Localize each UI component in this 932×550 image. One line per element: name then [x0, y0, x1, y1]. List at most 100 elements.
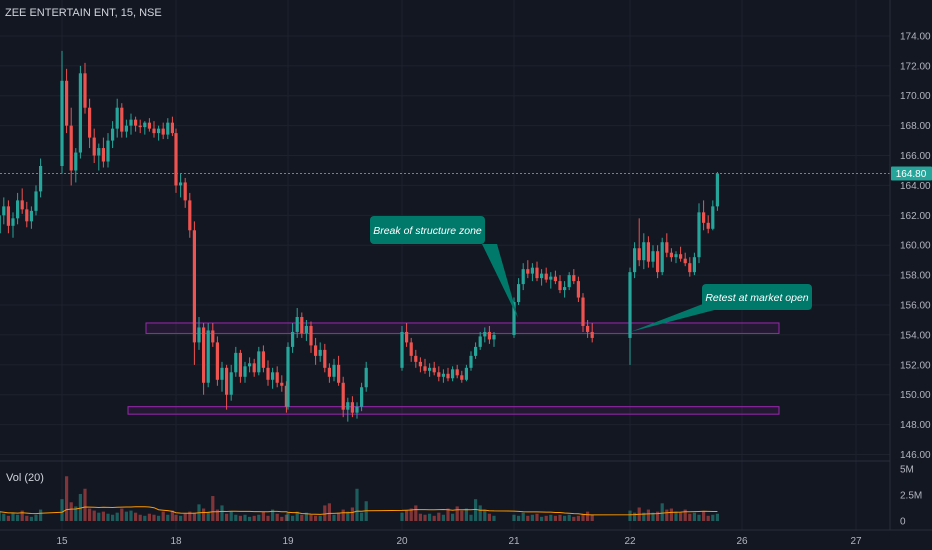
candle-down: [586, 325, 590, 332]
volume-bar: [257, 514, 261, 521]
candle-down: [581, 297, 585, 326]
volume-bar: [360, 512, 364, 521]
volume-bar: [327, 503, 331, 521]
volume-bar: [60, 499, 64, 521]
candle-down: [161, 128, 165, 135]
price-tick-label: 152.00: [900, 360, 931, 371]
candle-down: [25, 209, 29, 222]
volume-bar: [581, 513, 585, 521]
volume-bar: [34, 514, 38, 521]
candle-up: [512, 302, 516, 335]
candle-up: [697, 212, 701, 258]
volume-bar: [323, 505, 327, 521]
candle-up: [441, 373, 445, 377]
time-tick-label: 19: [282, 536, 294, 547]
volume-bar: [170, 510, 174, 521]
candle-down: [188, 200, 192, 231]
time-axis[interactable]: 15 18 19 20 21 22 26 27: [56, 536, 862, 547]
volume-bar: [688, 513, 692, 521]
candle-up: [34, 191, 38, 211]
price-tick-label: 164.00: [900, 181, 931, 192]
volume-bar: [111, 514, 115, 521]
candle-down: [669, 252, 673, 258]
volume-bar: [492, 515, 496, 521]
callout-text: Break of structure zone: [373, 225, 482, 237]
volume-bar: [451, 513, 455, 521]
volume-bar: [409, 508, 413, 521]
volume-bar: [460, 510, 464, 521]
candle-up: [628, 272, 632, 338]
candle-up: [271, 372, 275, 380]
volume-bar: [642, 512, 646, 521]
callout-box: [702, 284, 812, 310]
candle-up: [478, 336, 482, 347]
candle-down: [65, 80, 69, 126]
candle-up: [206, 330, 210, 383]
price-tick-label: 150.00: [900, 390, 931, 401]
volume-bar: [83, 488, 87, 521]
candle-up: [39, 166, 43, 192]
volume-bars: [0, 476, 719, 521]
candle-up: [78, 73, 82, 153]
volume-bar: [692, 512, 696, 521]
volume-bar: [271, 509, 275, 521]
price-tick-label: 172.00: [900, 61, 931, 72]
candle-up: [286, 346, 290, 407]
volume-bar: [567, 514, 571, 521]
candle-down: [418, 361, 422, 367]
volume-bar: [183, 513, 187, 521]
volume-bar: [633, 512, 637, 521]
last-price-tag: 164.80: [891, 166, 932, 181]
volume-bar: [337, 512, 341, 521]
candle-down: [337, 364, 341, 383]
candle-up: [451, 369, 455, 379]
volume-bar: [74, 506, 78, 521]
volume-bar: [512, 514, 516, 521]
volume-bar: [152, 514, 156, 521]
candle-up: [346, 402, 350, 410]
volume-bar: [521, 512, 525, 521]
candle-up: [197, 327, 201, 343]
volume-bar: [530, 514, 534, 521]
volume-bar: [166, 514, 170, 521]
candle-down: [535, 267, 539, 279]
candle-up: [318, 349, 322, 356]
callout-break-of-structure: Break of structure zone: [370, 216, 518, 318]
callout-text: Retest at market open: [705, 292, 808, 304]
volume-bar: [192, 512, 196, 521]
annotation-callouts: Break of structure zone Retest at market …: [370, 216, 812, 332]
candle-up: [530, 267, 534, 274]
volume-bar: [261, 511, 265, 521]
candle-down: [314, 345, 318, 356]
candle-up: [124, 125, 128, 132]
candle-down: [300, 316, 304, 334]
candle-up: [567, 275, 571, 288]
volume-bar: [243, 514, 247, 521]
candle-down: [261, 351, 265, 368]
price-tick-label: 168.00: [900, 121, 931, 132]
candle-up: [248, 363, 252, 367]
volume-bar: [469, 514, 473, 521]
volume-bar: [304, 512, 308, 521]
candle-up: [143, 122, 147, 128]
volume-bar: [405, 510, 409, 521]
candle-down: [152, 128, 156, 134]
volume-bar: [679, 512, 683, 521]
candle-up: [234, 352, 238, 373]
callout-pointer: [482, 244, 518, 318]
volume-bar: [220, 505, 224, 521]
candle-down: [225, 367, 229, 395]
candle-down: [590, 331, 594, 338]
volume-bar: [69, 502, 73, 521]
volume-bar: [423, 514, 427, 521]
candle-up: [521, 269, 525, 285]
volume-bar: [275, 513, 279, 521]
price-tick-label: 156.00: [900, 301, 931, 312]
price-tick-label: 174.00: [900, 31, 931, 42]
volume-bar: [683, 509, 687, 521]
volume-bar: [295, 511, 299, 521]
volume-bar: [101, 511, 105, 521]
volume-indicator-label[interactable]: Vol (20): [6, 472, 44, 484]
price-axis[interactable]: 146.00 148.00 150.00 152.00 154.00 156.00 158.…: [900, 31, 931, 527]
